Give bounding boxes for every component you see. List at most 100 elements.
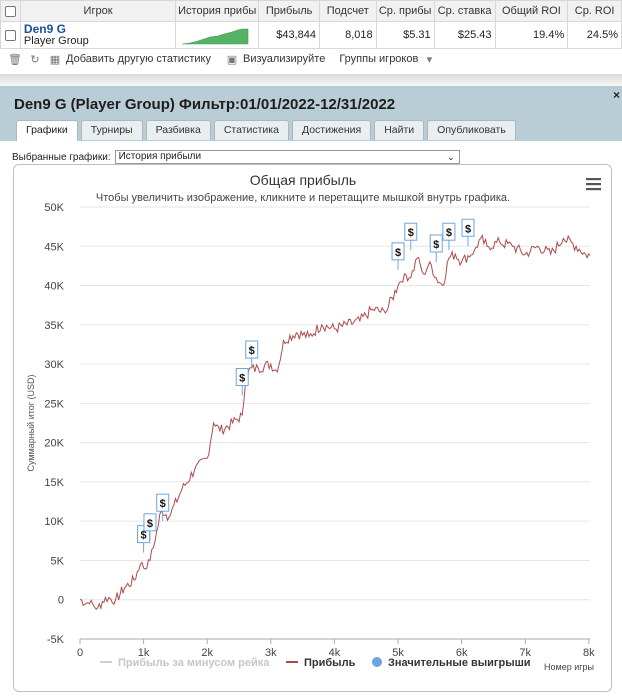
- visualize-button[interactable]: ▣ Визуализируйте: [225, 53, 326, 66]
- legend-item-profit[interactable]: Прибыль: [286, 657, 356, 669]
- y-tick-label: 10K: [44, 516, 64, 528]
- big-wins-markers[interactable]: $$$$$$$$$ $: [137, 218, 475, 553]
- flag-label: $: [395, 247, 401, 259]
- count-value: 8,018: [318, 21, 377, 49]
- col-header-profit-history[interactable]: История прибы: [175, 0, 260, 22]
- chart-select-row: Выбранные графики: История прибыли ⌄: [12, 150, 460, 164]
- flag-label: $: [446, 227, 452, 239]
- y-tick-label: -5K: [47, 634, 65, 646]
- tab-charts[interactable]: Графики: [16, 120, 78, 141]
- flag-label: $: [408, 227, 414, 239]
- select-all-checkbox[interactable]: [0, 0, 21, 22]
- x-tick-label: 2k: [201, 647, 213, 659]
- y-tick-label: 5K: [51, 555, 65, 567]
- col-header-player[interactable]: Игрок: [19, 0, 177, 22]
- tab-achievements[interactable]: Достижения: [291, 120, 372, 140]
- legend-item-rake[interactable]: Прибыль за минусом рейка: [100, 657, 270, 669]
- tab-find[interactable]: Найти: [374, 120, 425, 140]
- refresh-icon[interactable]: ↻: [30, 53, 40, 66]
- x-tick-label: 1k: [138, 647, 150, 659]
- hamburger-menu-icon[interactable]: [586, 178, 601, 191]
- y-axis-label: Суммарный итог (USD): [26, 374, 36, 471]
- big-win-flag[interactable]: $: [391, 242, 405, 270]
- player-group: Player Group: [23, 35, 89, 47]
- y-tick-label: 50K: [44, 202, 64, 214]
- big-win-flag[interactable]: $: [461, 218, 475, 247]
- x-axis-ticks: 0 1k 2k 3k 4k 5k 6k 7k 8k: [77, 638, 595, 659]
- player-cell: Den9 G Player Group: [19, 21, 177, 49]
- chevron-down-icon: ⌄: [447, 152, 455, 162]
- flag-box: [235, 368, 249, 387]
- y-tick-label: 30K: [44, 359, 64, 371]
- col-header-avg-profit[interactable]: Ср. прибы: [375, 0, 435, 22]
- avg-stake-value: $25.43: [433, 21, 496, 49]
- big-win-flag[interactable]: $: [429, 234, 443, 262]
- add-stats-button[interactable]: ▦ Добавить другую статистику: [48, 53, 211, 66]
- flag-box: [429, 234, 443, 253]
- x-tick-label: 5k: [392, 647, 404, 659]
- col-header-avg-roi[interactable]: Ср. ROI: [567, 0, 622, 22]
- chart-select-label: Выбранные графики:: [12, 151, 111, 163]
- big-win-flag[interactable]: $: [442, 222, 456, 251]
- tab-tournaments[interactable]: Турниры: [80, 120, 143, 140]
- col-header-total-roi[interactable]: Общий ROI: [494, 0, 569, 22]
- x-tick-label: 6k: [456, 647, 468, 659]
- chart-title: Общая прибыль: [250, 172, 356, 188]
- chart-container[interactable]: Общая прибыль Чтобы увеличить изображени…: [13, 164, 612, 692]
- legend-profit-label: Прибыль: [304, 657, 356, 669]
- col-header-avg-stake[interactable]: Ср. ставка: [433, 0, 496, 22]
- tab-statistics[interactable]: Статистика: [213, 120, 289, 140]
- flag-label: $: [465, 223, 471, 235]
- table-header-row: Игрок История прибы Прибыль Подсчет Ср. …: [0, 0, 622, 22]
- big-win-flag[interactable]: $: [245, 340, 259, 369]
- big-win-flag[interactable]: $: [235, 368, 249, 396]
- add-stats-label: Добавить другую статистику: [66, 53, 211, 65]
- col-header-count[interactable]: Подсчет: [318, 0, 377, 22]
- profit-chart[interactable]: Общая прибыль Чтобы увеличить изображени…: [14, 165, 613, 693]
- legend-rake-label: Прибыль за минусом рейка: [118, 657, 270, 669]
- big-win-flag[interactable]: $: [156, 493, 170, 522]
- big-win-flag[interactable]: $: [404, 222, 418, 251]
- flag-box: [391, 242, 405, 261]
- flag-label: $: [239, 373, 245, 385]
- tab-content: Выбранные графики: История прибыли ⌄ Общ…: [0, 141, 622, 700]
- tab-breakdown[interactable]: Разбивка: [145, 120, 211, 140]
- chart-subtitle: Чтобы увеличить изображение, кликните и …: [96, 192, 510, 204]
- x-tick-label: 4k: [329, 647, 341, 659]
- profit-history-sparkline[interactable]: [175, 21, 260, 49]
- x-tick-label: 7k: [519, 647, 531, 659]
- flag-label: $: [160, 498, 166, 510]
- columns-icon: ▦: [49, 53, 61, 66]
- chevron-down-icon: ▾: [426, 53, 433, 66]
- profit-value: $43,844: [258, 21, 320, 49]
- col-header-profit[interactable]: Прибыль: [258, 0, 320, 22]
- section-divider: [0, 74, 622, 86]
- close-icon[interactable]: ×: [612, 88, 620, 102]
- player-detail-panel: Den9 G (Player Group) Фильтр:01/01/2022-…: [0, 86, 622, 700]
- tab-publish[interactable]: Опубликовать: [427, 120, 516, 140]
- profit-series: [80, 234, 591, 610]
- x-tick-label: 0: [77, 647, 83, 659]
- y-tick-label: 25K: [44, 398, 64, 410]
- row-checkbox[interactable]: [0, 21, 21, 49]
- flag-label: $: [141, 530, 147, 542]
- avg-profit-value: $5.31: [375, 21, 435, 49]
- flag-label: $: [249, 345, 255, 357]
- legend-big-wins-swatch: [372, 657, 382, 667]
- flag-box: [245, 340, 259, 359]
- trash-icon[interactable]: 🗑: [8, 53, 22, 66]
- y-tick-label: 20K: [44, 438, 64, 450]
- y-tick-label: 0: [58, 595, 64, 607]
- profit-line: [80, 234, 591, 610]
- chart-select[interactable]: История прибыли ⌄: [114, 150, 460, 164]
- player-groups-dropdown[interactable]: Группы игроков ▾: [339, 53, 436, 66]
- flag-box: [404, 222, 418, 241]
- flag-box: [143, 513, 157, 532]
- big-win-flag[interactable]: $: [143, 513, 157, 541]
- flag-label: $: [147, 518, 153, 530]
- panel-title: Den9 G (Player Group) Фильтр:01/01/2022-…: [14, 96, 396, 113]
- player-groups-label: Группы игроков: [339, 53, 419, 65]
- x-tick-label: 3k: [265, 647, 277, 659]
- legend-item-big-wins[interactable]: Значительные выигрыши: [372, 657, 531, 669]
- player-name-link[interactable]: Den9 G: [23, 22, 66, 36]
